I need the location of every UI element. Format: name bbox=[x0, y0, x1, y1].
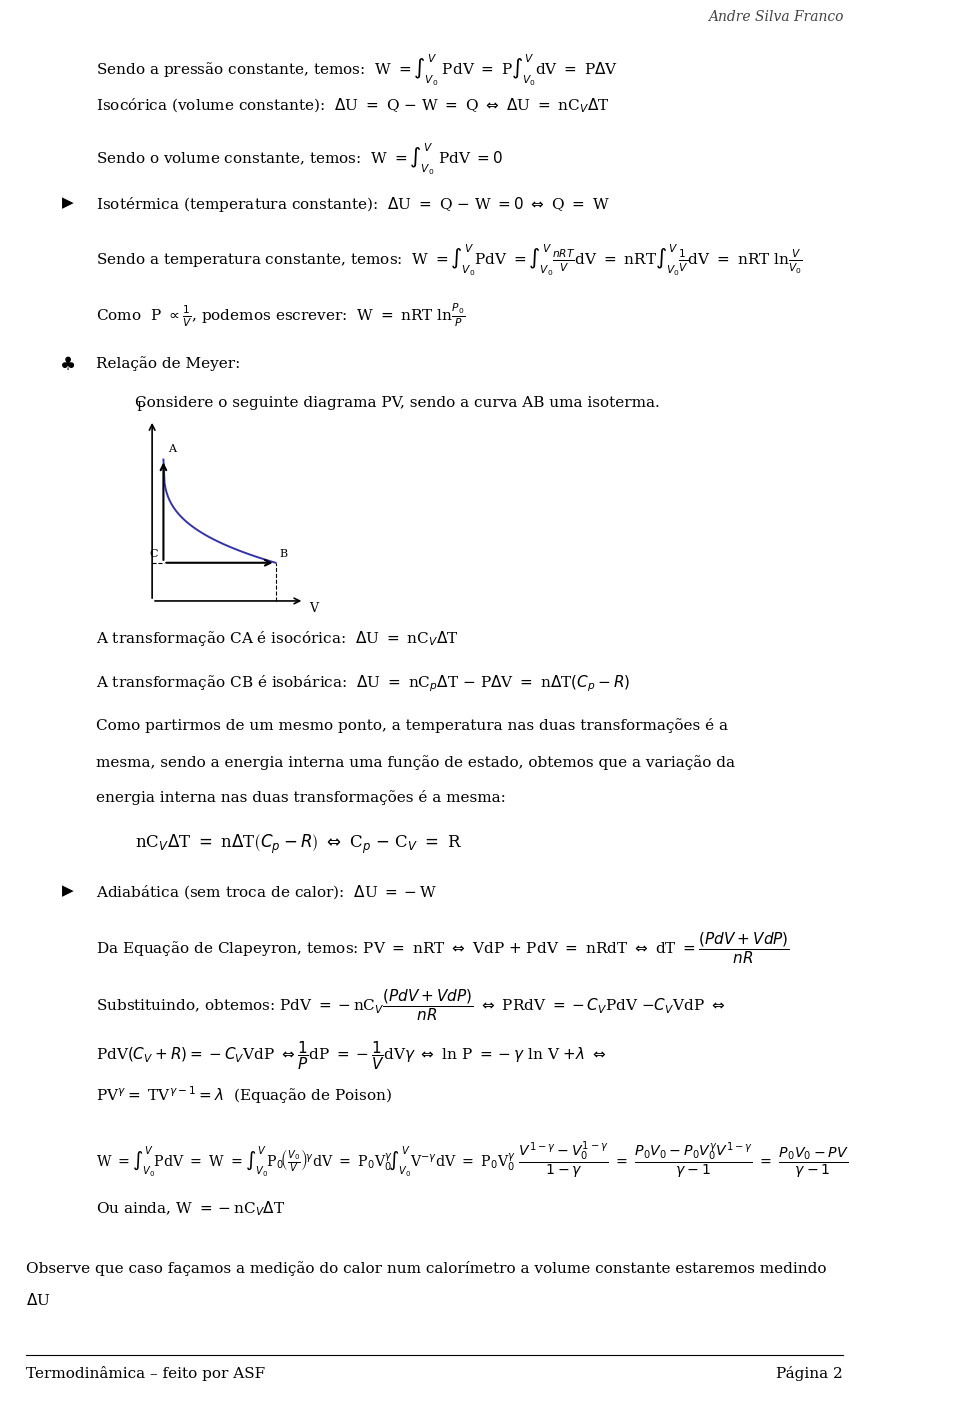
Text: C: C bbox=[150, 549, 158, 559]
Text: $\blacktriangleright$: $\blacktriangleright$ bbox=[60, 884, 76, 899]
Text: $\Delta$U: $\Delta$U bbox=[26, 1292, 51, 1308]
Text: Sendo a pressão constante, temos:  W $= \int_{V_0}^{V}$ PdV $= $ P$\int_{V_0}^{V: Sendo a pressão constante, temos: W $= \… bbox=[96, 52, 618, 88]
Text: $\clubsuit$: $\clubsuit$ bbox=[60, 356, 75, 375]
Text: Como  P $\propto \frac{1}{V}$, podemos escrever:  W $=$ nRT ln$\frac{P_0}{P}$: Como P $\propto \frac{1}{V}$, podemos es… bbox=[96, 301, 465, 328]
Text: Termodinâmica – feito por ASF: Termodinâmica – feito por ASF bbox=[26, 1366, 265, 1381]
Text: energia interna nas duas transformações é a mesma:: energia interna nas duas transformações … bbox=[96, 790, 506, 806]
Text: Substituindo, obtemos: PdV $= -$nC$_V \dfrac{(PdV + VdP)}{nR}$ $\Leftrightarrow$: Substituindo, obtemos: PdV $= -$nC$_V \d… bbox=[96, 987, 725, 1022]
Text: nC$_V$$\Delta$T $=$ n$\Delta$T$\left(C_p - R\right)$ $\Leftrightarrow$ C$_p$ $-$: nC$_V$$\Delta$T $=$ n$\Delta$T$\left(C_p… bbox=[134, 833, 462, 855]
Text: Ou ainda, W $= -$nC$_V$$\Delta$T: Ou ainda, W $= -$nC$_V$$\Delta$T bbox=[96, 1199, 285, 1217]
Text: Isocórica (volume constante):  $\Delta$U $=$ Q $-$ W $=$ Q $\Leftrightarrow$ $\D: Isocórica (volume constante): $\Delta$U … bbox=[96, 96, 610, 115]
Text: PV$^\gamma = $ TV$^{\gamma-1} = \lambda$  (Equação de Poison): PV$^\gamma = $ TV$^{\gamma-1} = \lambda$… bbox=[96, 1085, 392, 1106]
Text: Sendo a temperatura constante, temos:  W $= \int_{V_0}^{V}$PdV $= \int_{V_0}^{V}: Sendo a temperatura constante, temos: W … bbox=[96, 243, 803, 279]
Text: V: V bbox=[309, 602, 319, 615]
Text: P: P bbox=[136, 402, 145, 414]
Text: Considere o seguinte diagrama PV, sendo a curva AB uma isoterma.: Considere o seguinte diagrama PV, sendo … bbox=[134, 396, 660, 410]
Text: Andre Silva Franco: Andre Silva Franco bbox=[708, 10, 843, 24]
Text: Relação de Meyer:: Relação de Meyer: bbox=[96, 356, 240, 372]
Text: W $= \int_{V_0}^{V}$PdV $=$ W $= \int_{V_0}^{V}$P$_0\!\left(\frac{V_0}{V}\right): W $= \int_{V_0}^{V}$PdV $=$ W $= \int_{V… bbox=[96, 1140, 849, 1181]
Text: Da Equação de Clapeyron, temos: PV $=$ nRT $\Leftrightarrow$ VdP $+$ PdV $=$ nRd: Da Equação de Clapeyron, temos: PV $=$ n… bbox=[96, 930, 789, 966]
Text: Adiabática (sem troca de calor):  $\Delta$U $= -$W: Adiabática (sem troca de calor): $\Delta… bbox=[96, 884, 437, 902]
Text: PdV$\left(C_V + R\right) = -C_V$VdP $\Leftrightarrow \dfrac{1}{P}$dP $= -\dfrac{: PdV$\left(C_V + R\right) = -C_V$VdP $\Le… bbox=[96, 1039, 606, 1072]
Text: A: A bbox=[168, 444, 176, 454]
Text: A transformação CB é isobárica:  $\Delta$U $=$ nC$_p$$\Delta$T $-$ P$\Delta$V $=: A transformação CB é isobárica: $\Delta$… bbox=[96, 673, 630, 694]
Text: $\blacktriangleright$: $\blacktriangleright$ bbox=[60, 195, 76, 211]
Text: Página 2: Página 2 bbox=[777, 1366, 843, 1381]
Text: A transformação CA é isocórica:  $\Delta$U $=$ nC$_V$$\Delta$T: A transformação CA é isocórica: $\Delta$… bbox=[96, 629, 458, 648]
Text: mesma, sendo a energia interna uma função de estado, obtemos que a variação da: mesma, sendo a energia interna uma funçã… bbox=[96, 755, 734, 771]
Text: Sendo o volume constante, temos:  W $= \int_{V_0}^{V}$ PdV $= 0$: Sendo o volume constante, temos: W $= \i… bbox=[96, 141, 503, 177]
Text: B: B bbox=[279, 549, 287, 559]
Text: Isotérmica (temperatura constante):  $\Delta$U $=$ Q $-$ W $= 0$ $\Leftrightarro: Isotérmica (temperatura constante): $\De… bbox=[96, 195, 610, 214]
Text: Como partirmos de um mesmo ponto, a temperatura nas duas transformações é a: Como partirmos de um mesmo ponto, a temp… bbox=[96, 718, 728, 734]
Text: Observe que caso façamos a medição do calor num calorímetro a volume constante e: Observe que caso façamos a medição do ca… bbox=[26, 1261, 827, 1277]
